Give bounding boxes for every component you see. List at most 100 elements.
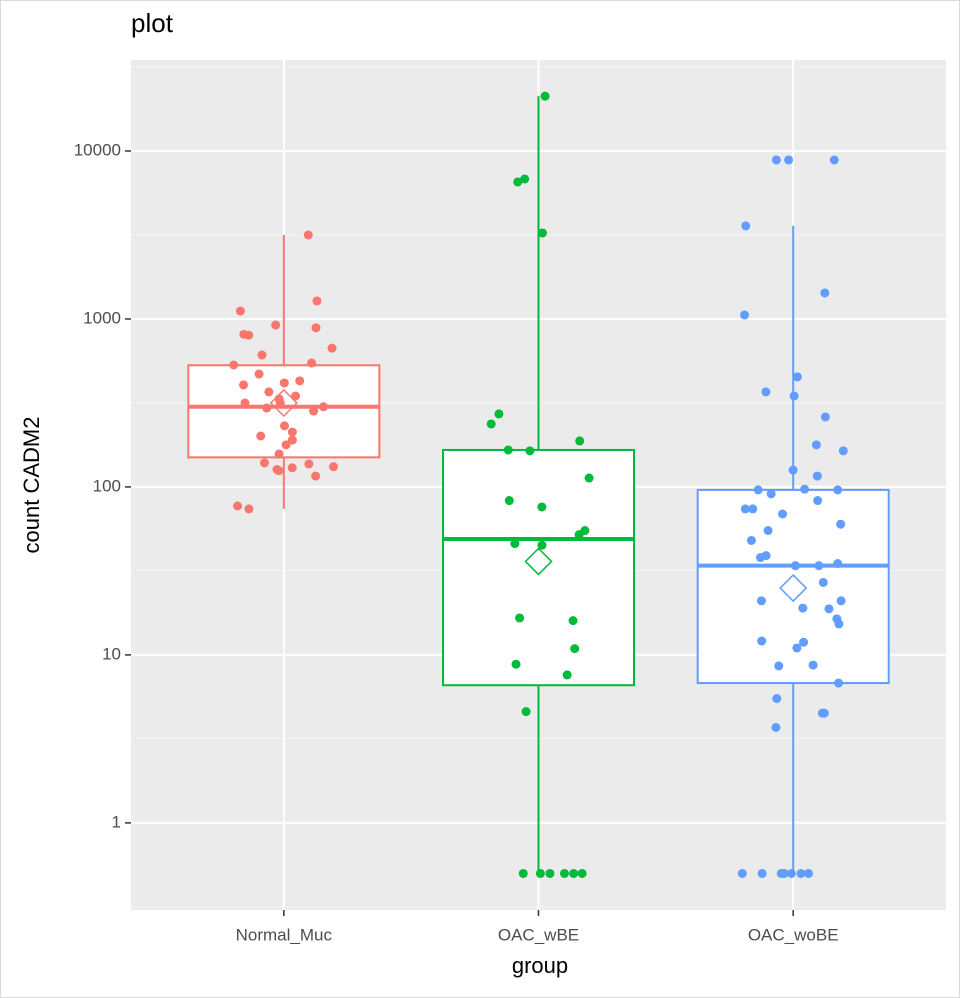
point <box>818 577 828 587</box>
point <box>244 504 254 514</box>
point <box>774 661 784 671</box>
point <box>740 310 750 320</box>
point <box>256 431 266 441</box>
point <box>836 596 846 606</box>
chart-title: plot <box>131 8 174 38</box>
point <box>518 868 528 878</box>
point <box>796 868 806 878</box>
point <box>753 485 763 495</box>
point <box>584 473 594 483</box>
point <box>287 463 297 473</box>
point <box>537 502 547 512</box>
point <box>521 707 531 717</box>
x-axis-label: group <box>512 953 568 978</box>
point <box>562 670 572 680</box>
point <box>540 91 550 101</box>
point <box>287 427 297 437</box>
point <box>281 440 291 450</box>
point <box>800 484 810 494</box>
point <box>766 489 776 499</box>
point <box>834 678 844 688</box>
point <box>575 436 585 446</box>
point <box>756 596 766 606</box>
mean-marker <box>524 547 553 576</box>
mean-marker <box>779 574 808 603</box>
point <box>741 221 751 231</box>
point <box>239 380 249 390</box>
point <box>756 553 766 563</box>
point <box>295 376 305 386</box>
point <box>570 644 580 654</box>
point <box>271 320 281 330</box>
point <box>832 614 842 624</box>
point <box>819 708 829 718</box>
point <box>757 636 767 646</box>
point <box>515 613 525 623</box>
point <box>274 449 284 459</box>
point <box>771 722 781 732</box>
point <box>257 350 267 360</box>
point <box>559 868 569 878</box>
point <box>799 637 809 647</box>
point <box>824 604 834 614</box>
point <box>740 504 750 514</box>
x-tick-label: OAC_wBE <box>498 925 579 944</box>
point <box>287 435 297 445</box>
point <box>503 445 513 455</box>
point <box>568 616 578 626</box>
point <box>814 561 824 571</box>
point <box>792 643 802 653</box>
point <box>291 391 301 401</box>
point <box>525 446 535 456</box>
point <box>790 561 800 571</box>
point <box>264 387 274 397</box>
point <box>229 360 239 370</box>
point <box>254 369 264 379</box>
point <box>746 535 756 545</box>
point <box>328 462 338 472</box>
point <box>537 228 547 238</box>
point <box>259 458 269 468</box>
point <box>779 868 789 878</box>
point <box>312 296 322 306</box>
point <box>239 329 249 339</box>
point <box>510 539 520 549</box>
point <box>262 403 272 413</box>
point <box>545 868 555 878</box>
point <box>786 868 796 878</box>
point <box>763 526 773 536</box>
point <box>813 496 823 506</box>
point <box>798 603 808 613</box>
point <box>771 155 781 165</box>
point <box>778 509 788 519</box>
point <box>535 868 545 878</box>
x-tick-label: OAC_woBE <box>748 925 839 944</box>
point <box>804 868 814 878</box>
point <box>833 559 843 569</box>
point <box>307 358 317 368</box>
point <box>808 660 818 670</box>
y-tick-label: 10 <box>102 644 121 663</box>
point <box>838 446 848 456</box>
point <box>311 323 321 333</box>
point <box>737 868 747 878</box>
point <box>240 398 250 408</box>
point <box>233 501 243 511</box>
point <box>757 868 767 878</box>
point <box>833 485 843 495</box>
box <box>696 488 890 685</box>
point <box>511 659 521 669</box>
point <box>309 406 319 416</box>
point <box>820 288 830 298</box>
y-tick-label: 1000 <box>83 308 121 327</box>
y-axis-label: count CADM2 <box>19 417 44 554</box>
point <box>311 471 321 481</box>
point <box>569 868 579 878</box>
point <box>272 464 282 474</box>
point <box>772 694 782 704</box>
point <box>812 471 822 481</box>
x-tick-label: Normal_Muc <box>236 925 333 944</box>
point <box>504 496 514 506</box>
point <box>836 519 846 529</box>
